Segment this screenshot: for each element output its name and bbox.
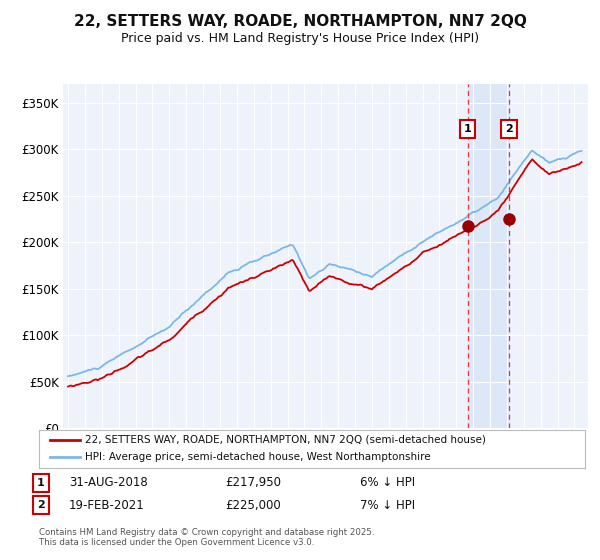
Text: 2: 2 xyxy=(505,124,513,134)
Text: HPI: Average price, semi-detached house, West Northamptonshire: HPI: Average price, semi-detached house,… xyxy=(85,452,431,463)
Text: 6% ↓ HPI: 6% ↓ HPI xyxy=(360,476,415,489)
Text: Contains HM Land Registry data © Crown copyright and database right 2025.
This d: Contains HM Land Registry data © Crown c… xyxy=(39,528,374,547)
Text: 22, SETTERS WAY, ROADE, NORTHAMPTON, NN7 2QQ (semi-detached house): 22, SETTERS WAY, ROADE, NORTHAMPTON, NN7… xyxy=(85,435,486,445)
Text: 7% ↓ HPI: 7% ↓ HPI xyxy=(360,498,415,512)
Text: 31-AUG-2018: 31-AUG-2018 xyxy=(69,476,148,489)
Text: 19-FEB-2021: 19-FEB-2021 xyxy=(69,498,145,512)
Text: 1: 1 xyxy=(37,478,44,488)
Text: £225,000: £225,000 xyxy=(225,498,281,512)
Text: £217,950: £217,950 xyxy=(225,476,281,489)
Text: 22, SETTERS WAY, ROADE, NORTHAMPTON, NN7 2QQ: 22, SETTERS WAY, ROADE, NORTHAMPTON, NN7… xyxy=(74,14,526,29)
Text: 1: 1 xyxy=(464,124,472,134)
Bar xyxy=(467,84,509,428)
Text: Price paid vs. HM Land Registry's House Price Index (HPI): Price paid vs. HM Land Registry's House … xyxy=(121,32,479,45)
Text: 2: 2 xyxy=(37,500,44,510)
